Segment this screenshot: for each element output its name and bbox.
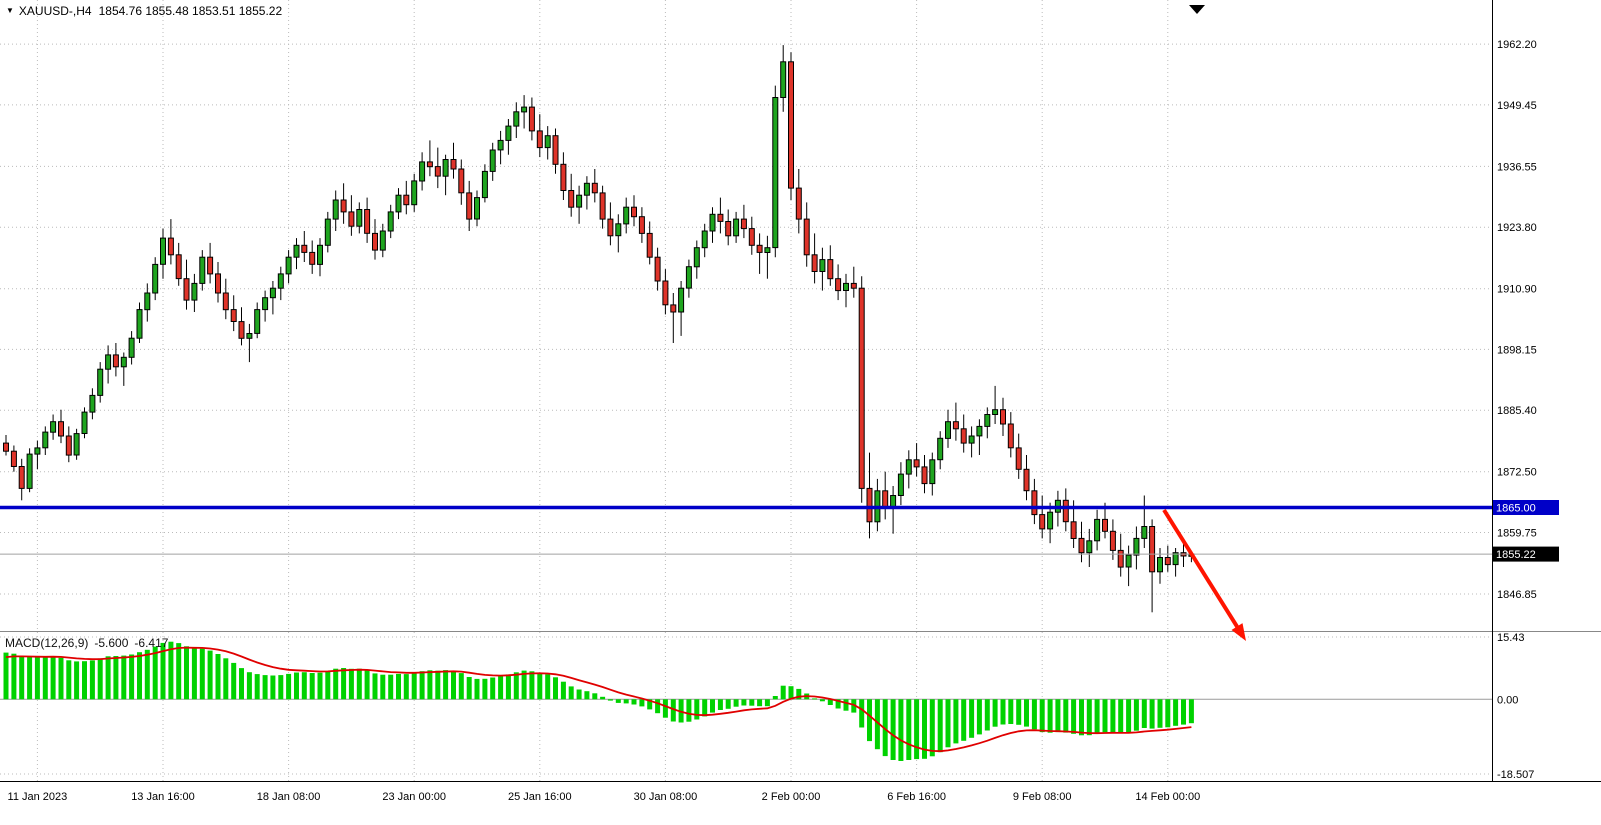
macd-axis-label: 15.43 (1497, 632, 1525, 644)
svg-text:1865.00: 1865.00 (1496, 503, 1536, 515)
price-axis-label: 1910.90 (1497, 284, 1537, 296)
chart-title-bar: ▼ XAUUSD-,H4 1854.76 1855.48 1853.51 1855.… (6, 4, 282, 18)
macd-histogram-layer (3, 641, 1194, 761)
time-axis-label: 30 Jan 08:00 (634, 791, 698, 803)
price-axis-label: 1962.20 (1497, 39, 1537, 51)
chart-shift-marker-icon[interactable] (1189, 5, 1205, 14)
macd-signal-value: -6.417 (134, 636, 169, 650)
price-axis-label: 1949.45 (1497, 100, 1537, 112)
candles-layer (3, 45, 1195, 613)
down-arrow-object[interactable] (1162, 508, 1246, 641)
time-axis-label: 25 Jan 16:00 (508, 791, 572, 803)
price-axis-label: 1885.40 (1497, 405, 1537, 417)
macd-indicator-label: MACD(12,26,9) -5.600 -6.417 (5, 636, 174, 650)
bid-price-tag: 1855.22 (1493, 546, 1559, 562)
time-axis-label: 14 Feb 00:00 (1135, 791, 1200, 803)
ohlc-values: 1854.76 1855.48 1853.51 1855.22 (98, 4, 283, 18)
time-axis-label: 13 Jan 16:00 (131, 791, 195, 803)
price-axis-label: 1859.75 (1497, 528, 1537, 540)
svg-text:1855.22: 1855.22 (1496, 549, 1536, 561)
macd-name: MACD(12,26,9) (5, 636, 89, 650)
time-axis-label: 2 Feb 00:00 (762, 791, 821, 803)
macd-signal-line (5, 646, 1192, 753)
macd-main-value: -5.600 (94, 636, 129, 650)
price-axis-label: 1872.50 (1497, 467, 1537, 479)
symbol-period-label: XAUUSD-,H4 (18, 4, 92, 18)
macd-axis-label: 0.00 (1497, 694, 1518, 706)
time-axis-label: 6 Feb 16:00 (887, 791, 946, 803)
time-axis-label: 18 Jan 08:00 (257, 791, 321, 803)
grid-layer (0, 0, 1492, 782)
time-axis-label: 11 Jan 2023 (8, 791, 68, 803)
time-axis-label: 9 Feb 08:00 (1013, 791, 1072, 803)
price-tag-1865[interactable]: 1865.00 (1493, 500, 1559, 515)
macd-axis-labels[interactable]: 15.43 0.00 -18.507 (1497, 632, 1534, 781)
price-axis-label: 1846.85 (1497, 589, 1537, 601)
macd-axis-label: -18.507 (1497, 769, 1534, 781)
time-axis-label: 23 Jan 00:00 (382, 791, 446, 803)
chart-menu-icon[interactable]: ▼ (6, 6, 14, 15)
price-axis-label: 1898.15 (1497, 344, 1537, 356)
price-axis-label: 1923.80 (1497, 222, 1537, 234)
price-axis[interactable]: 1962.20 1949.45 1936.55 1923.80 1910.90 1898.… (1497, 39, 1537, 601)
time-axis[interactable]: 11 Jan 2023 13 Jan 16:00 18 Jan 08:00 23 Ja… (8, 791, 1201, 803)
price-axis-label: 1936.55 (1497, 161, 1537, 173)
